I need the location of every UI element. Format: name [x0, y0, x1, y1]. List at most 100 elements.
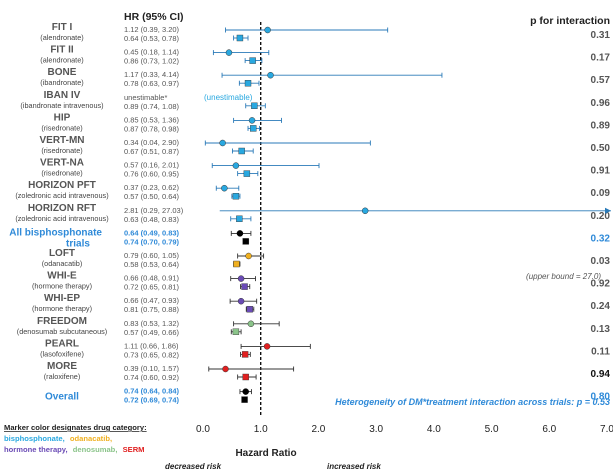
x-axis: 0.0 1.0 2.0 3.0 4.0 5.0 6.0 7.0 — [196, 424, 613, 435]
hr-ci-dm: 1.11 (0.66, 1.86) — [124, 341, 179, 350]
hr-ci-nodm: 0.78 (0.63, 0.97) — [124, 79, 180, 88]
study-row: PEARL(lasofoxifene) 1.11 (0.66, 1.86)0.73… — [40, 338, 610, 359]
p-interaction: 0.20 — [591, 211, 611, 222]
x-tick-label: 5.0 — [485, 424, 499, 435]
study-name: WHI-E — [47, 271, 77, 282]
study-drug: (alendronate) — [40, 33, 83, 42]
p-interaction: 0.09 — [591, 188, 611, 199]
study-row: FIT II(alendronate) 0.45 (0.18, 1.14)0.86… — [40, 45, 610, 66]
marker-dm — [236, 230, 244, 237]
marker-dm — [263, 343, 271, 350]
marker-nodm — [241, 396, 248, 403]
marker-dm — [225, 49, 233, 56]
marker-nodm — [241, 283, 248, 290]
p-interaction: 0.57 — [591, 75, 611, 86]
hr-column-title: HR (95% CI) — [124, 11, 184, 23]
marker-nodm — [243, 170, 251, 177]
study-drug: (risedronate) — [41, 169, 82, 178]
marker-dm — [264, 26, 271, 34]
ci-arrow-dm — [605, 207, 611, 214]
hr-ci-nodm: 0.58 (0.53, 0.64) — [124, 260, 180, 269]
study-row: BONE(ibandronate) 1.17 (0.33, 4.14)0.78 (… — [40, 67, 610, 88]
marker-dm — [247, 320, 255, 328]
study-drug: (ibandronate intravenous) — [20, 101, 103, 110]
p-column-title: p for interaction — [530, 15, 610, 27]
p-interaction: 0.32 — [591, 233, 611, 244]
study-row: VERT-MN(risedronate) 0.34 (0.04, 2.90)0.6… — [40, 135, 611, 156]
x-tick-label: 2.0 — [311, 424, 325, 435]
marker-nodm — [244, 79, 252, 87]
x-tick-label: 7.0 — [600, 424, 613, 435]
marker-nodm — [246, 306, 253, 313]
legend-line-2: hormone therapy, denosumab, SERM — [4, 445, 145, 454]
hr-ci-dm: 0.74 (0.64, 0.84) — [124, 387, 180, 396]
study-name: HORIZON PFT — [28, 180, 96, 191]
study-name: HIP — [54, 112, 71, 123]
legend-title: Marker color designates drug category: — [4, 423, 147, 432]
hr-ci-dm: 1.17 (0.33, 4.14) — [124, 70, 180, 79]
marker-nodm — [232, 328, 240, 335]
p-interaction: 0.13 — [591, 324, 611, 335]
hr-ci-dm: 0.39 (0.10, 1.57) — [124, 364, 180, 373]
study-name: VERT-MN — [40, 135, 85, 146]
decreased-risk-label: decreased risk — [165, 462, 222, 471]
marker-nodm — [250, 125, 257, 132]
p-interaction: 0.91 — [591, 166, 611, 177]
study-drug: (raloxifene) — [44, 372, 81, 381]
marker-dm — [245, 252, 252, 260]
marker-dm — [219, 139, 226, 147]
study-name: MORE — [47, 361, 77, 372]
marker-dm — [222, 365, 229, 373]
hr-ci-dm: 2.81 (0.29, 27.03) — [124, 206, 184, 215]
hr-ci-nodm: 0.57 (0.49, 0.66) — [124, 328, 180, 337]
hr-ci-dm: unestimable* — [124, 93, 167, 102]
p-interaction: 0.80 — [591, 392, 611, 403]
study-drug: (zoledronic acid intravenous) — [15, 191, 108, 200]
hr-ci-nodm: 0.81 (0.75, 0.88) — [124, 305, 180, 314]
legend-hormone-therapy: hormone therapy, — [4, 445, 68, 454]
marker-nodm — [241, 351, 249, 358]
study-drug: (risedronate) — [41, 146, 82, 155]
marker-dm — [242, 388, 249, 395]
hr-ci-nodm: 0.74 (0.70, 0.79) — [124, 237, 180, 246]
study-rows: FIT I(alendronate)1.12 (0.39, 3.20)0.64 … — [9, 22, 611, 405]
study-name-cont: trials — [66, 238, 90, 249]
marker-dm — [267, 71, 274, 79]
marker-dm — [221, 184, 228, 192]
study-row: WHI-E(hormone therapy)0.66 (0.48, 0.91)0… — [32, 271, 610, 292]
legend-bisphosphonate: bisphosphonate, — [4, 434, 65, 443]
hr-ci-nodm: 0.74 (0.60, 0.92) — [124, 373, 180, 382]
p-interaction: 0.89 — [591, 120, 611, 131]
study-drug: (zoledronic acid intravenous) — [15, 214, 108, 223]
marker-nodm — [249, 57, 256, 64]
hr-ci-dm: 0.79 (0.60, 1.05) — [124, 251, 180, 260]
hr-ci-nodm: 0.64 (0.53, 0.78) — [124, 34, 180, 43]
heterogeneity-note: Heterogeneity of DM*treatment interactio… — [335, 397, 610, 407]
hr-ci-dm: 0.37 (0.23, 0.62) — [124, 183, 180, 192]
study-row: LOFT(odanacatib) 0.79 (0.60, 1.05)0.58 (0… — [42, 248, 611, 269]
study-name: FIT I — [52, 22, 73, 33]
marker-nodm — [242, 373, 249, 381]
marker-dm — [237, 275, 245, 282]
x-tick-label: 0.0 — [196, 424, 210, 435]
study-row: VERT-NA(risedronate) 0.57 (0.16, 2.01)0.7… — [40, 158, 610, 179]
study-row: MORE(raloxifene) 0.39 (0.10, 1.57)0.74 (0… — [44, 361, 611, 382]
study-drug: (denosumab subcutaneous) — [17, 327, 107, 336]
study-name: All bisphosphonate — [9, 227, 102, 238]
x-tick-label: 4.0 — [427, 424, 441, 435]
marker-dm — [237, 297, 245, 305]
marker-nodm — [242, 238, 249, 245]
x-axis-label: Hazard Ratio — [235, 448, 296, 459]
hr-ci-dm: 0.34 (0.04, 2.90) — [124, 138, 180, 147]
marker-nodm — [232, 192, 240, 200]
x-tick-label: 3.0 — [369, 424, 383, 435]
study-drug: (risedronate) — [41, 123, 82, 132]
p-interaction: 0.11 — [591, 346, 610, 357]
study-name: FREEDOM — [37, 316, 87, 327]
study-name: PEARL — [45, 338, 79, 349]
study-row: HORIZON RFT(zoledronic acid intravenous)… — [15, 203, 611, 224]
hr-ci-dm: 0.57 (0.16, 2.01) — [124, 161, 180, 170]
legend-odanacatib: odanacatib, — [70, 434, 112, 443]
study-name: VERT-NA — [40, 158, 84, 169]
